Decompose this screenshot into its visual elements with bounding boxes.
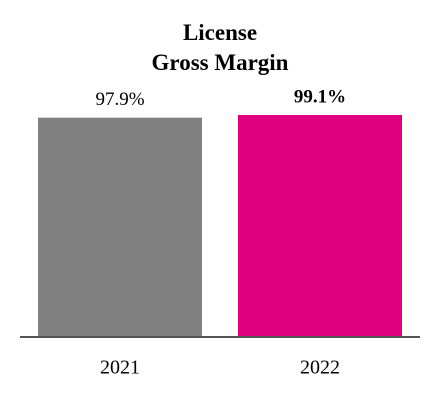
chart-title: License Gross Margin [151,20,289,75]
value-label: 97.9% [95,89,144,110]
x-tick-label: 2022 [300,357,340,379]
bar [38,117,202,336]
x-tick-label: 2021 [100,357,140,379]
bar [238,115,402,336]
value-label: 99.1% [294,86,346,107]
